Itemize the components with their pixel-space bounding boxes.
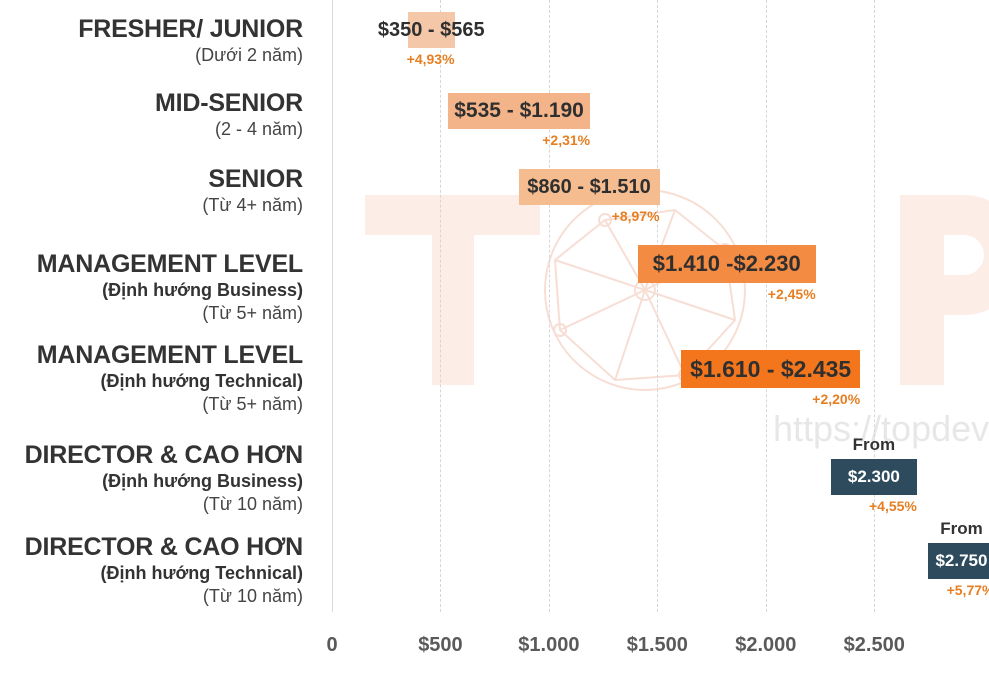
row-label: DIRECTOR & CAO HƠN (Định hướng Business) (… bbox=[24, 440, 304, 516]
row-label: MID-SENIOR (2 - 4 năm) bbox=[155, 88, 303, 141]
row-orientation: (Định hướng Technical) bbox=[100, 371, 304, 391]
row-title: DIRECTOR & CAO HƠN bbox=[24, 441, 304, 469]
growth-percent: +2,20% bbox=[812, 391, 861, 407]
salary-bar: $535 - $1.190 bbox=[448, 93, 591, 129]
x-tick-label: $2.000 bbox=[735, 634, 797, 656]
row-label: FRESHER/ JUNIOR (Dưới 2 năm) bbox=[78, 14, 303, 67]
growth-percent: +2,45% bbox=[767, 286, 816, 302]
x-tick-label: $1.500 bbox=[626, 634, 688, 656]
row-title: FRESHER/ JUNIOR bbox=[78, 15, 303, 43]
from-label: From bbox=[940, 519, 983, 538]
salary-bar: $1.610 - $2.435 bbox=[681, 350, 861, 388]
row-title: MID-SENIOR bbox=[154, 89, 303, 117]
bar-value-label: $1.610 - $2.435 bbox=[690, 355, 852, 382]
growth-percent: +5,77% bbox=[946, 582, 989, 598]
gridline bbox=[548, 0, 550, 612]
row-experience: (Từ 5+ năm) bbox=[202, 303, 303, 323]
gridline bbox=[440, 0, 442, 612]
salary-bar: $860 - $1.510 bbox=[518, 169, 660, 205]
bar-value-label: $350 - $565 bbox=[377, 18, 485, 41]
growth-percent: +4,55% bbox=[868, 498, 917, 514]
salary-bar: $2.750 bbox=[928, 543, 989, 579]
row-title: DIRECTOR & CAO HƠN bbox=[24, 533, 304, 561]
row-experience: (Dưới 2 năm) bbox=[195, 45, 303, 65]
row-experience: (Từ 5+ năm) bbox=[202, 394, 303, 414]
gridline bbox=[765, 0, 767, 612]
x-tick-label: 0 bbox=[326, 634, 338, 656]
growth-percent: +2,31% bbox=[542, 132, 591, 148]
x-tick-label: $1.000 bbox=[518, 634, 580, 656]
salary-bar: $350 - $565 bbox=[378, 12, 485, 48]
row-label: MANAGEMENT LEVEL (Định hướng Business) (Từ… bbox=[37, 249, 303, 325]
row-title: MANAGEMENT LEVEL bbox=[36, 250, 303, 278]
row-experience: (2 - 4 năm) bbox=[214, 119, 303, 139]
row-label: MANAGEMENT LEVEL (Định hướng Technical) (T… bbox=[37, 340, 303, 416]
x-tick-label: $2.500 bbox=[843, 634, 905, 656]
bar-value-label: $2.300 bbox=[847, 467, 900, 486]
row-label: SENIOR (Từ 4+ năm) bbox=[202, 164, 303, 217]
growth-percent: +8,97% bbox=[611, 208, 660, 224]
row-experience: (Từ 10 năm) bbox=[202, 494, 303, 514]
x-tick-label: $500 bbox=[418, 634, 463, 656]
gridline bbox=[874, 0, 876, 612]
row-label: DIRECTOR & CAO HƠN (Định hướng Technical)… bbox=[24, 532, 304, 608]
from-label: From bbox=[852, 435, 896, 454]
gridline bbox=[657, 0, 659, 612]
bar-value-label: $1.410 -$2.230 bbox=[652, 251, 801, 276]
growth-percent: +4,93% bbox=[406, 51, 455, 67]
row-orientation: (Định hướng Technical) bbox=[100, 563, 304, 583]
row-experience: (Từ 4+ năm) bbox=[202, 195, 303, 215]
row-title: MANAGEMENT LEVEL bbox=[36, 341, 303, 369]
row-orientation: (Định hướng Business) bbox=[102, 471, 303, 491]
salary-bar: $2.300 bbox=[830, 459, 917, 495]
row-orientation: (Định hướng Business) bbox=[102, 280, 303, 300]
bar-value-label: $535 - $1.190 bbox=[454, 99, 584, 122]
bar-value-label: $860 - $1.510 bbox=[527, 175, 651, 198]
row-experience: (Từ 10 năm) bbox=[202, 586, 303, 606]
row-title: SENIOR bbox=[208, 165, 303, 193]
salary-bar: $1.410 -$2.230 bbox=[637, 245, 816, 283]
gridline bbox=[332, 0, 333, 612]
bar-value-label: $2.750 bbox=[935, 551, 988, 570]
